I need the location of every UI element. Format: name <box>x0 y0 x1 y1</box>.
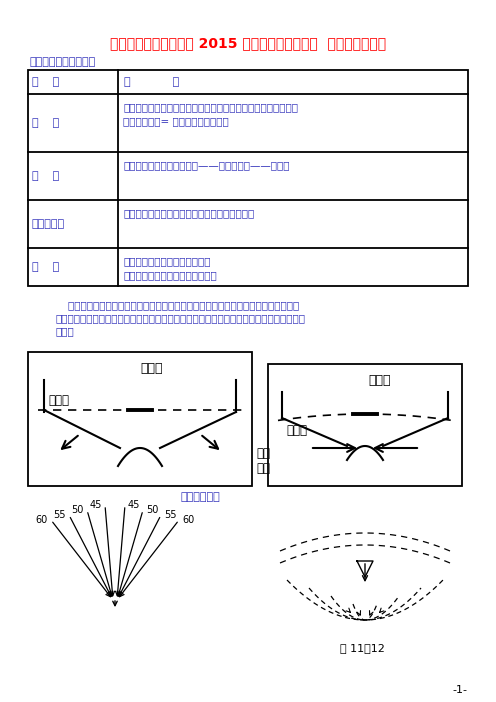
Text: 枯水期: 枯水期 <box>369 373 391 387</box>
Text: 45: 45 <box>90 500 102 510</box>
Text: 60: 60 <box>182 515 194 525</box>
Text: 流水。: 流水。 <box>55 326 74 336</box>
Bar <box>268 364 462 486</box>
Text: 45: 45 <box>128 500 140 510</box>
Text: 应            用: 应 用 <box>124 77 179 87</box>
Text: 河流水、湖泊水和地下水之间，具有相互补给的关系。当河流水位高于湖泊或潜水水: 河流水、湖泊水和地下水之间，具有相互补给的关系。当河流水位高于湖泊或潜水水 <box>55 300 299 310</box>
Text: 潜水的流速：等潜水位线密——流速快；疏——流速慢: 潜水的流速：等潜水位线密——流速快；疏——流速慢 <box>123 160 290 170</box>
Text: 潜水埋藏深度= 地面海拔一潜水海拔: 潜水埋藏深度= 地面海拔一潜水海拔 <box>123 116 229 126</box>
Text: 中心潜水位低：地下水开采过度: 中心潜水位低：地下水开采过度 <box>123 256 210 266</box>
Text: 判断地势分布和河流流向：地势高处潜水位高地势低处潜水位低: 判断地势分布和河流流向：地势高处潜水位高地势低处潜水位低 <box>123 102 298 112</box>
Text: 疏    密: 疏 密 <box>32 171 59 181</box>
Text: -1-: -1- <box>452 685 468 695</box>
Text: 闭    合: 闭 合 <box>32 262 59 272</box>
Bar <box>28 352 252 486</box>
Text: 地水
水位: 地水 水位 <box>256 447 270 475</box>
Text: 位时，河流水补给湖泊或潜水；当河流水位低于湖泊或潜水水位时，则湖泊水或潜水补给河: 位时，河流水补给湖泊或潜水；当河流水位低于湖泊或潜水水位时，则湖泊水或潜水补给河 <box>55 313 305 323</box>
Text: 丰水期: 丰水期 <box>141 362 163 374</box>
Text: 一、等潜水位线的判读: 一、等潜水位线的判读 <box>30 57 96 67</box>
Text: 潜水面: 潜水面 <box>48 394 69 406</box>
Text: 50: 50 <box>146 505 158 515</box>
Text: 55: 55 <box>54 510 66 520</box>
Text: 特    征: 特 征 <box>32 77 59 87</box>
Text: 潜水流向：垂直于等潜水位线，从高处指向低处: 潜水流向：垂直于等潜水位线，从高处指向低处 <box>123 208 254 218</box>
Text: 湖南省新田县第一中学 2015 届高考地理一轮复习  水循环强化训练: 湖南省新田县第一中学 2015 届高考地理一轮复习 水循环强化训练 <box>110 36 386 50</box>
Text: 走向和弯曲: 走向和弯曲 <box>32 219 65 229</box>
Text: 数    值: 数 值 <box>32 118 59 128</box>
Text: 60: 60 <box>36 515 48 525</box>
Text: 50: 50 <box>71 505 84 515</box>
Text: 潜水面: 潜水面 <box>286 423 307 437</box>
Bar <box>28 70 468 286</box>
Text: 中心潜水位高：降水多或大水漫灌: 中心潜水位高：降水多或大水漫灌 <box>123 270 217 280</box>
Text: 潜水补给河水: 潜水补给河水 <box>180 492 220 502</box>
Text: 55: 55 <box>164 510 177 520</box>
Text: 图 11－12: 图 11－12 <box>340 643 385 653</box>
